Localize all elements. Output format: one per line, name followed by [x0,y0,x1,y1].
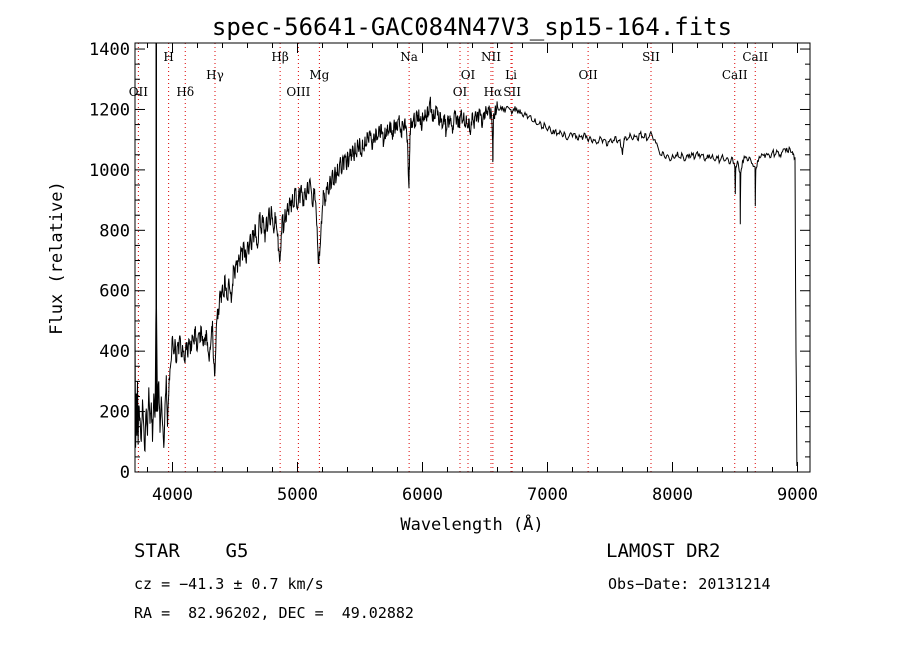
x-tick-label: 5000 [277,485,318,505]
spectral-line-label: Hβ [271,50,288,64]
spectral-line-label: Na [400,50,418,64]
spectral-line-label: OIII [286,85,310,99]
spectral-line-label: Hδ [176,85,194,99]
y-tick-label: 1200 [89,100,130,120]
y-tick-label: 600 [99,282,130,302]
x-tick-label: 7000 [527,485,568,505]
redshift-velocity: cz = −41.3 ± 0.7 km/s [134,575,324,593]
y-tick-label: 400 [99,342,130,362]
spectral-line-label: OII [578,68,598,82]
object-classification: STAR G5 [134,540,248,562]
survey-label: LAMOST DR2 [606,540,721,562]
x-tick-label: 4000 [152,485,193,505]
spectral-line-label: Mg [309,68,329,82]
y-axis-label: Flux (relative) [47,181,67,335]
y-tick-label: 800 [99,221,130,241]
spectral-line-label: H [163,50,173,64]
spectral-line-label: NII [481,50,501,64]
spectral-line-label: Hα [484,85,503,99]
spectral-line-label: SII [503,85,521,99]
spectral-line-label: Hγ [206,68,224,82]
y-tick-label: 200 [99,403,130,423]
x-tick-label: 9000 [777,485,818,505]
x-axis-label: Wavelength (Å) [400,513,543,535]
spectral-line-label: OI [453,85,468,99]
spectral-line-label: CaII [742,50,768,64]
observation-date: Obs−Date: 20131214 [608,575,771,593]
y-axis: 0 200 400 600 800 1000 1200 1400 [89,40,810,483]
spectral-line-label: CaII [722,68,748,82]
spectral-line-label: SII [642,50,660,64]
object-class: STAR [134,540,180,562]
x-tick-label: 6000 [402,485,443,505]
y-tick-label: 0 [120,463,130,483]
y-tick-label: 1400 [89,40,130,60]
spectral-line-markers [137,43,756,472]
ra-dec-coordinates: RA = 82.96202, DEC = 49.02882 [134,604,414,622]
x-axis: 4000 5000 6000 7000 8000 9000 [147,43,818,505]
spectral-line-label: Li [505,68,517,82]
chart-title: spec-56641-GAC084N47V3_sp15-164.fits [212,13,732,41]
spectral-line-label: OI [461,68,476,82]
y-tick-label: 1000 [89,161,130,181]
spectral-line-label: OII [129,85,149,99]
spectrum-line [134,96,798,467]
x-tick-label: 8000 [652,485,693,505]
object-subclass: G5 [225,540,249,562]
plot-frame [134,42,811,473]
